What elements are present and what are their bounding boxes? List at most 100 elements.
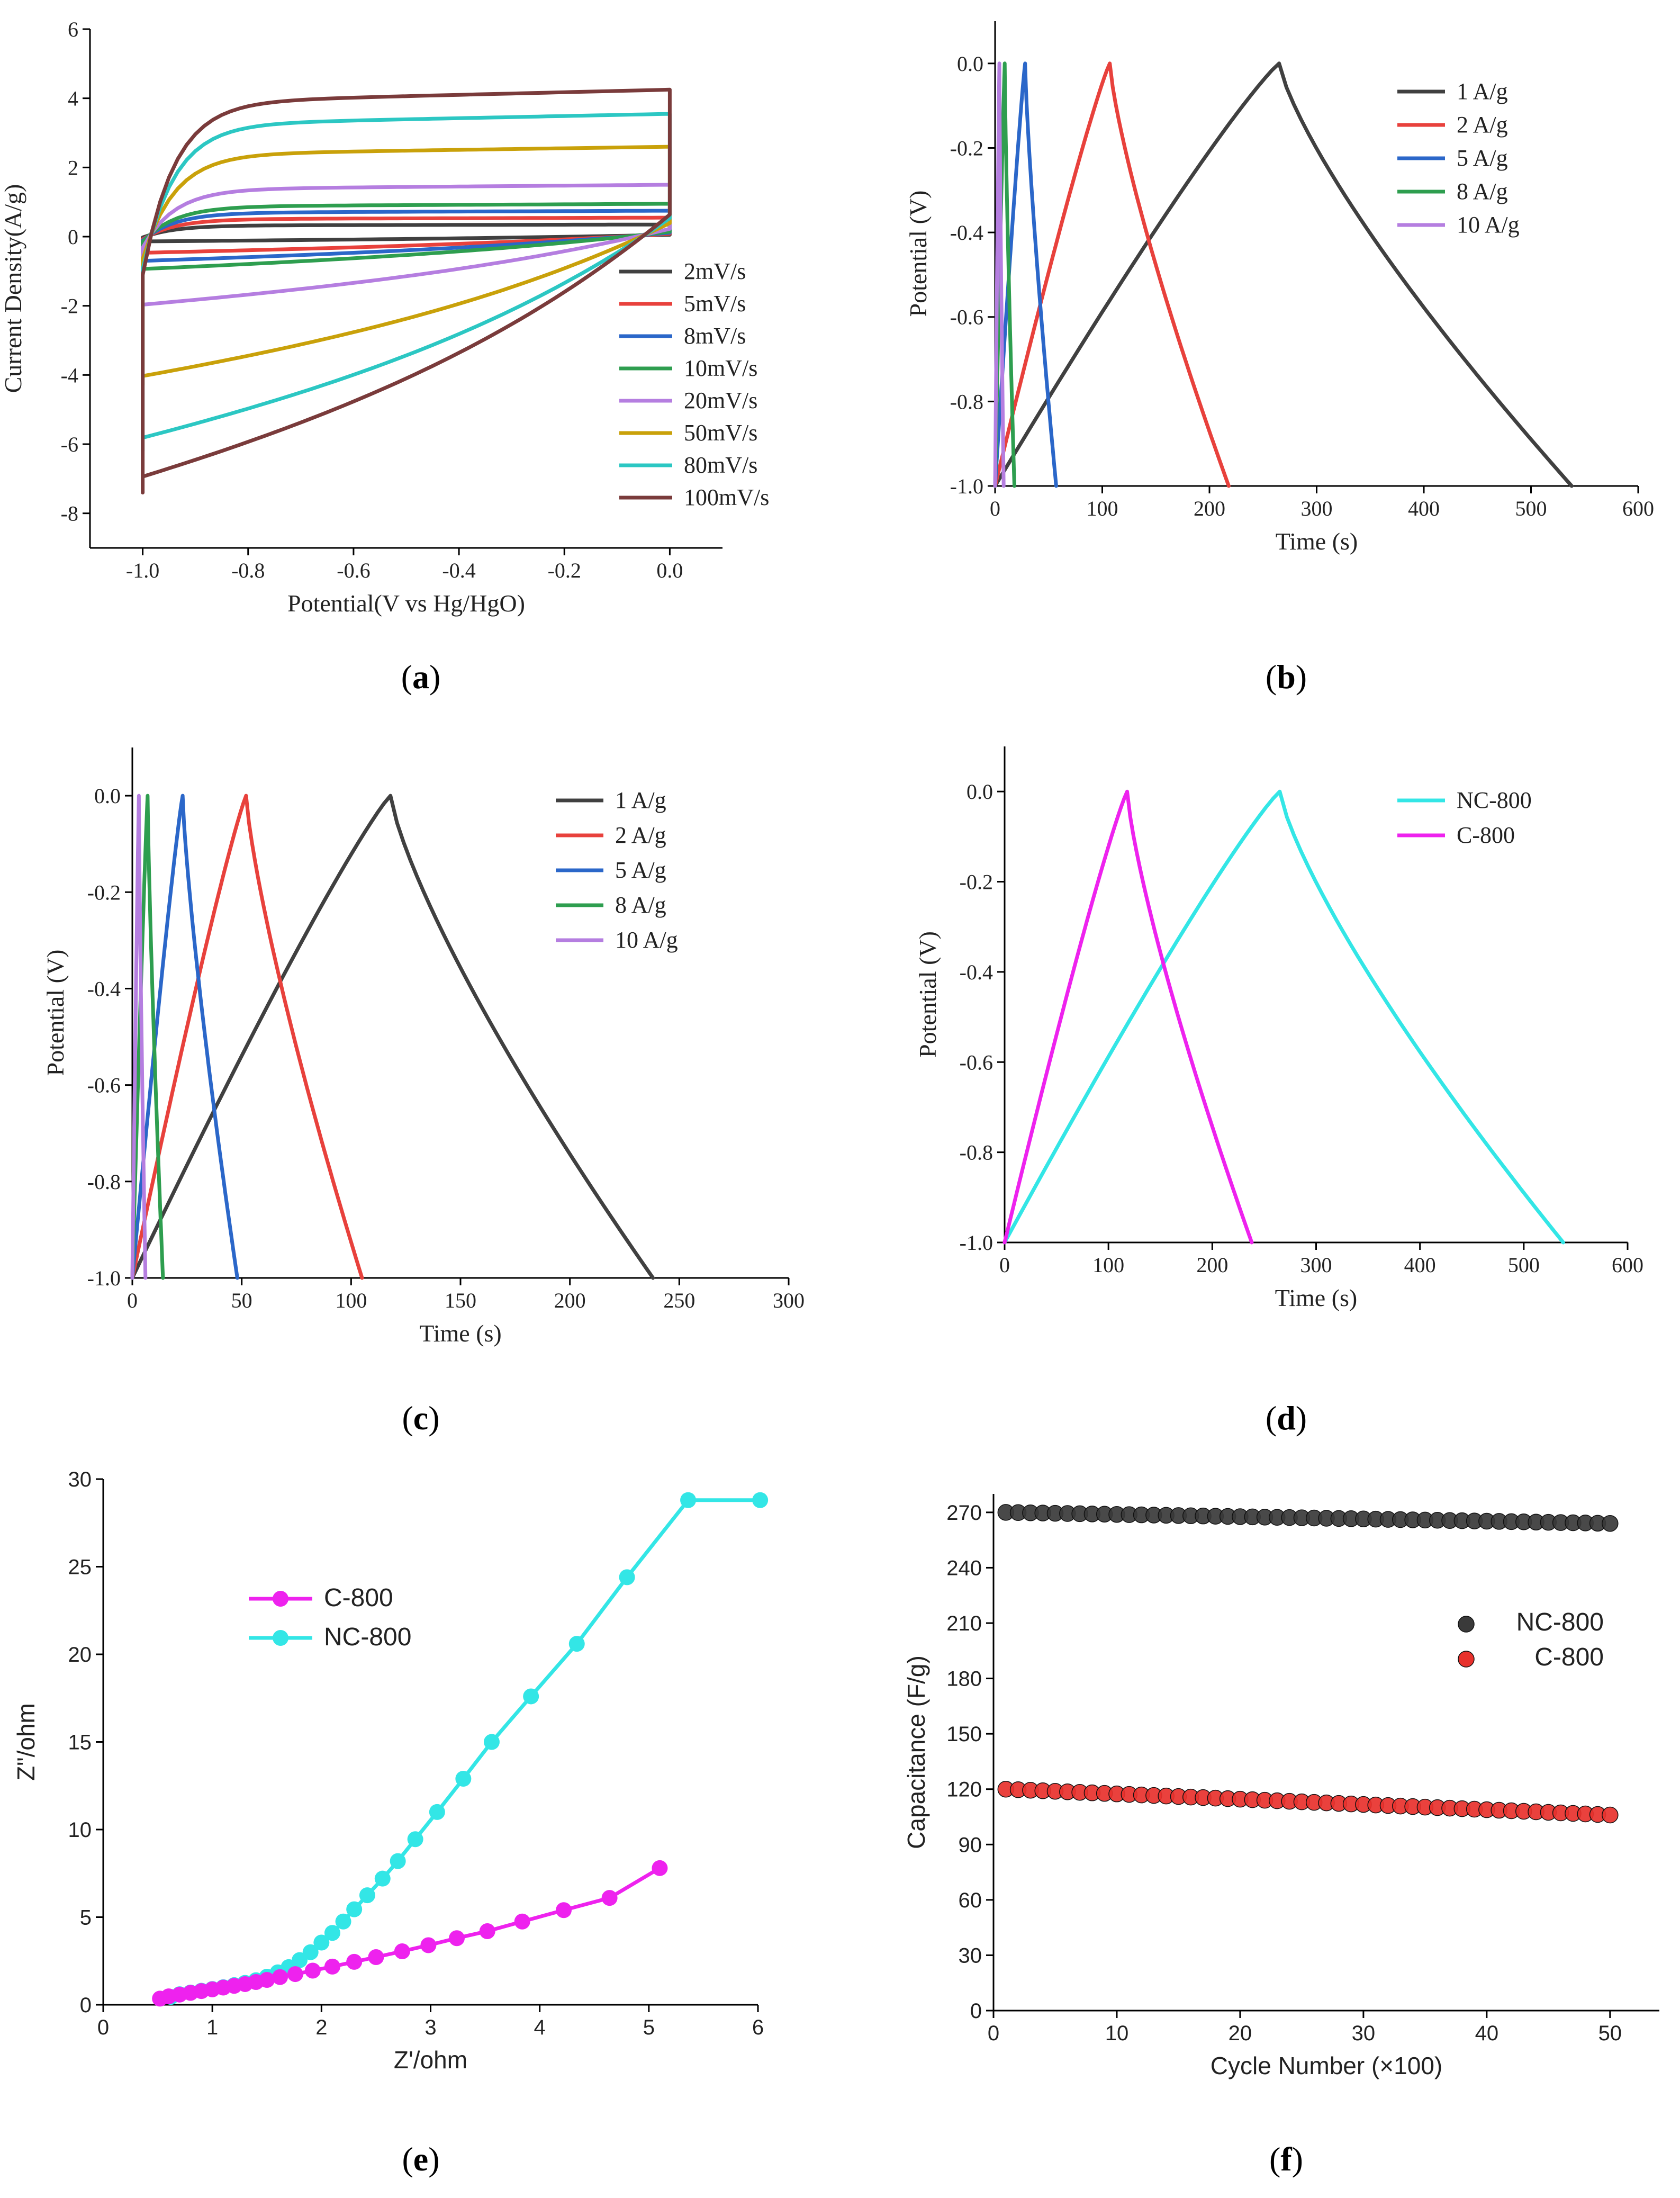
y-tick-label: -1.0: [950, 474, 983, 498]
series-line: [141, 145, 672, 388]
x-tick-label: 0: [97, 2016, 109, 2039]
x-tick-label: 300: [1301, 497, 1333, 520]
y-tick-label: 210: [946, 1612, 982, 1635]
data-point: [556, 1902, 572, 1918]
y-tick-label: 30: [959, 1944, 982, 1967]
data-point: [313, 1934, 330, 1951]
data-point: [272, 1969, 288, 1985]
y-tick-label: -0.2: [950, 136, 983, 160]
y-tick-label: 90: [959, 1833, 982, 1857]
x-tick-label: 0: [999, 1253, 1010, 1277]
data-point: [346, 1901, 363, 1917]
series-line: [130, 794, 239, 1280]
series-line: [993, 61, 1058, 488]
y-tick-label: -2: [61, 294, 78, 318]
chart-panel-f: 0 10 20 30 40 50 0 30 60 90 120 150 180 210 240 270 Cycl…: [902, 1494, 1659, 2178]
panel-label: (d): [1266, 1399, 1307, 1437]
y-tick-label: -0.6: [950, 305, 983, 329]
legend-label: NC-800: [1516, 1608, 1604, 1636]
y-tick-label: -4: [61, 363, 78, 387]
x-tick-label: 3: [424, 2016, 436, 2039]
y-tick-label: 30: [68, 1468, 92, 1491]
legend: NC-800 C-800: [1397, 787, 1532, 848]
x-tick-label: 50: [231, 1289, 252, 1312]
x-tick-label: 0: [988, 2022, 999, 2045]
x-tick-label: 1: [206, 2016, 218, 2039]
y-tick-label: 15: [68, 1731, 92, 1754]
y-tick-label: 0.0: [94, 784, 121, 808]
y-tick-label: 0.0: [967, 780, 993, 804]
legend-marker: [1458, 1651, 1475, 1668]
y-tick-label: 2: [68, 156, 78, 179]
legend-label: C-800: [1457, 822, 1515, 848]
series-line: [141, 87, 672, 494]
x-tick-label: 400: [1404, 1253, 1436, 1277]
data-point: [680, 1492, 697, 1508]
x-tick-label: 0: [990, 497, 1000, 520]
y-tick-label: -0.4: [960, 960, 993, 984]
y-tick-label: -0.6: [87, 1074, 121, 1097]
x-tick-label: -0.6: [337, 558, 370, 582]
legend: 1 A/g 2 A/g 5 A/g 8 A/g 10 A/g: [1397, 78, 1520, 238]
data-point: [407, 1831, 423, 1848]
data-point: [568, 1636, 585, 1652]
y-tick-label: -0.8: [87, 1170, 121, 1194]
y-tick-label: -6: [61, 433, 78, 456]
legend-label: 1 A/g: [1457, 78, 1508, 104]
x-tick-label: 100: [1092, 1253, 1124, 1277]
y-axis-label: Potential (V): [914, 931, 941, 1058]
series-line: [141, 183, 672, 311]
y-tick-label: 270: [946, 1501, 982, 1525]
legend-label: 50mV/s: [684, 420, 757, 446]
x-tick-label: 200: [1194, 497, 1225, 520]
series-line: [993, 61, 1006, 488]
y-tick-label: 0: [68, 225, 78, 249]
x-axis-label: Z'/ohm: [394, 2046, 467, 2074]
x-tick-label: -1.0: [126, 558, 159, 582]
x-tick-label: 250: [663, 1289, 695, 1312]
chart-panel-e: 0 1 2 3 4 5 6 0 5 10 15 20 25 30 Z'/ohm Z"/ohm (e) C-800 N…: [12, 1468, 769, 2178]
legend-label: 8 A/g: [615, 892, 666, 918]
y-tick-label: 4: [68, 87, 78, 111]
legend-label: 2 A/g: [1457, 112, 1508, 138]
y-tick-label: -0.8: [950, 390, 983, 413]
x-tick-label: 200: [554, 1289, 586, 1312]
data-point: [287, 1966, 303, 1983]
x-tick-label: 300: [773, 1289, 805, 1312]
x-tick-label: 4: [534, 2016, 546, 2039]
y-axis-label: Potential (V): [42, 950, 69, 1076]
x-tick-label: 40: [1475, 2022, 1499, 2045]
y-tick-label: 5: [80, 1906, 92, 1930]
x-tick-label: 150: [445, 1289, 476, 1312]
legend-label: 5 A/g: [1457, 145, 1508, 171]
x-tick-label: 50: [1598, 2022, 1622, 2045]
legend-label: 1 A/g: [615, 787, 666, 813]
x-axis-label: Cycle Number (×100): [1211, 2052, 1442, 2079]
x-axis-label: Potential(V vs Hg/HgO): [287, 590, 525, 617]
data-point: [390, 1853, 406, 1869]
data-point: [448, 1930, 465, 1947]
data-point: [324, 1925, 340, 1941]
chart-panel-b: 0 100 200 300 400 500 600 -1.0 -0.8 -0.6 -0.4 -0.2 0…: [905, 21, 1654, 696]
data-point: [619, 1569, 635, 1586]
x-tick-label: 10: [1105, 2022, 1129, 2045]
x-tick-label: -0.2: [548, 558, 581, 582]
x-tick-label: 600: [1622, 497, 1654, 520]
data-point: [259, 1971, 275, 1988]
legend-label: NC-800: [1457, 787, 1532, 813]
x-tick-label: 6: [752, 2016, 764, 2039]
chart-panel-d: 0 100 200 300 400 500 600 -1.0 -0.8 -0.6 -0.4 -0.2 0…: [914, 746, 1643, 1437]
chart-panel-a: -1.0 -0.8 -0.6 -0.4 -0.2 0.0 -8 -6 -4 -2 0 2 4 6 Poten…: [0, 17, 769, 696]
x-tick-label: 500: [1515, 497, 1547, 520]
x-tick-label: 20: [1229, 2022, 1252, 2045]
data-point: [324, 1958, 340, 1975]
y-tick-label: 150: [946, 1723, 982, 1746]
series-line: [130, 794, 655, 1280]
y-tick-label: 10: [68, 1818, 92, 1842]
legend-label: 8mV/s: [684, 323, 746, 349]
legend-marker: [273, 1591, 288, 1607]
data-point: [1602, 1806, 1619, 1824]
y-tick-label: 0: [80, 1994, 92, 2017]
series-line: [1002, 789, 1254, 1245]
